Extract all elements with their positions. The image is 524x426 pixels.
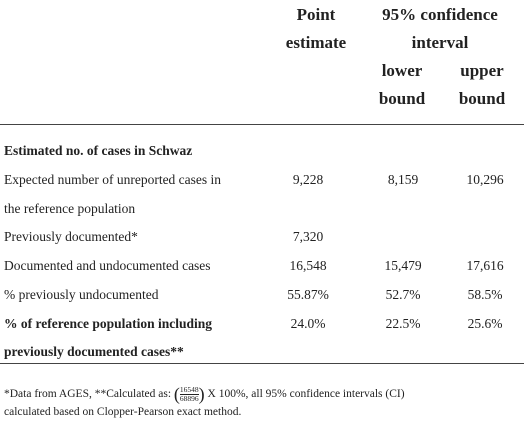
row-label: Previously documented* xyxy=(4,228,138,244)
column-header: estimate xyxy=(285,33,347,52)
header-rule xyxy=(0,124,524,125)
cell-value: 52.7% xyxy=(385,286,421,302)
column-header: upper xyxy=(460,61,504,80)
cell-value: 10,296 xyxy=(466,172,504,187)
column-header: bound xyxy=(378,89,426,108)
column-header: bound xyxy=(458,89,506,108)
column-header: lower xyxy=(381,61,423,80)
section-title: Estimated no. of cases in Schwaz xyxy=(4,143,193,158)
column-header: 95% confidence xyxy=(382,5,498,24)
row-label: % of reference population including xyxy=(4,315,213,331)
footnote-text: *Data from AGES, **Calculated as: xyxy=(4,388,174,401)
cell-value: 9,228 xyxy=(292,172,324,187)
paren: ) xyxy=(198,384,205,404)
cell-value: 8,159 xyxy=(387,172,419,187)
column-header: Point xyxy=(296,5,336,24)
row-label: Documented and undocumented cases xyxy=(4,257,211,273)
bottom-rule xyxy=(0,363,524,364)
numerator: 16548 xyxy=(179,385,199,395)
fraction: 16548 68896 xyxy=(179,385,199,403)
footnote: calculated based on Clopper-Pearson exac… xyxy=(4,406,242,418)
cell-value: 15,479 xyxy=(384,257,422,273)
column-header: interval xyxy=(411,33,469,52)
cell-value: 58.5% xyxy=(467,286,503,302)
cell-value: 16,548 xyxy=(289,257,327,273)
footnote: *Data from AGES, **Calculated as: (16548… xyxy=(4,384,405,405)
cell-value: 17,616 xyxy=(466,257,504,273)
cell-value: 7,320 xyxy=(292,228,324,244)
paren: ( xyxy=(173,384,180,404)
denominator: 68896 xyxy=(179,394,199,403)
row-label: previously documented cases** xyxy=(4,344,184,359)
row-label: Expected number of unreported cases in xyxy=(4,172,222,187)
row-label: % previously undocumented xyxy=(4,286,159,302)
row-label: the reference population xyxy=(4,200,136,216)
cell-value: 25.6% xyxy=(467,315,503,331)
cell-value: 22.5% xyxy=(385,315,421,331)
cell-value: 24.0% xyxy=(290,315,326,331)
footnote-text: X 100%, all 95% confidence intervals (CI… xyxy=(204,388,405,401)
cell-value: 55.87% xyxy=(287,286,329,302)
